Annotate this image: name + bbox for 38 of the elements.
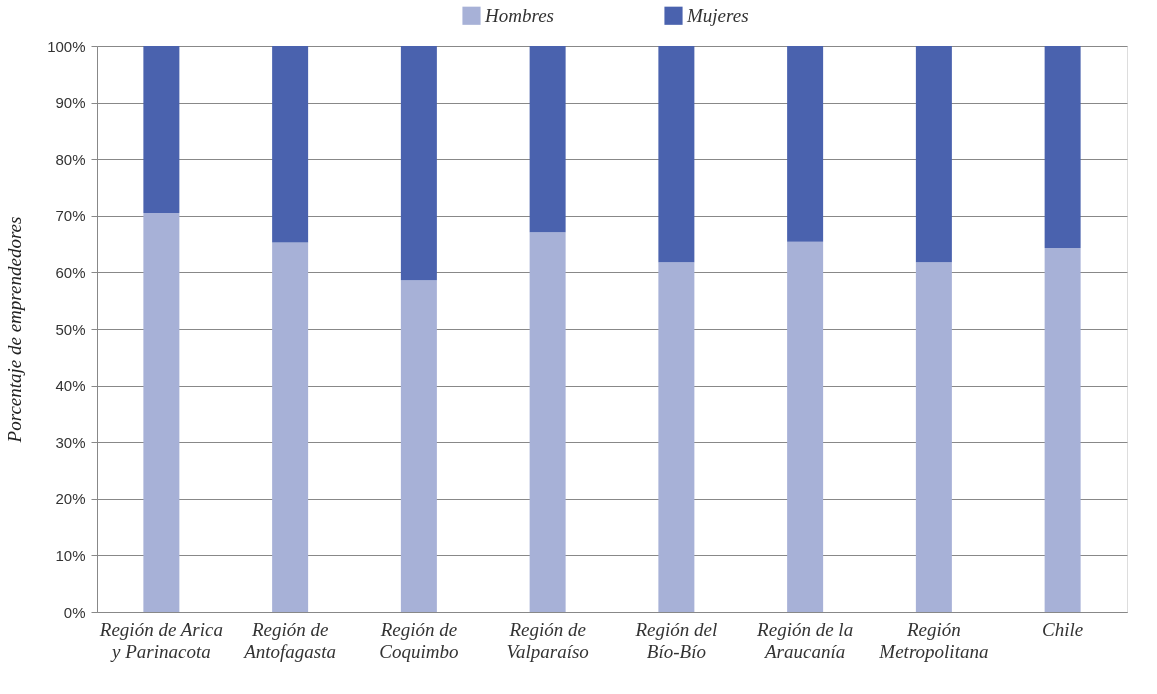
x-tick-label: Región del Bío-Bío [634, 618, 718, 662]
bar [529, 232, 566, 612]
x-tick-label: Chile [1042, 618, 1084, 640]
y-tick-label: 40% [55, 377, 86, 395]
x-tick-label: Región de Coquimbo [379, 618, 459, 662]
x-tick-label: Región Metropolitana [878, 618, 989, 662]
bar [787, 46, 824, 242]
legend-label: Mujeres [686, 4, 749, 26]
bar [658, 262, 695, 612]
bar [658, 46, 695, 263]
y-tick-label: 10% [55, 546, 86, 564]
bar [915, 46, 952, 263]
y-tick-label: 80% [55, 150, 86, 168]
y-tick-label: 90% [55, 94, 86, 112]
bar [1044, 248, 1081, 612]
bar [272, 46, 309, 243]
bar [915, 262, 952, 612]
x-tick-label: Región de Antofagasta [242, 618, 337, 662]
x-tick-label: Región de Valparaíso [506, 618, 589, 662]
bar [143, 46, 180, 213]
bar [143, 212, 180, 612]
bar [272, 242, 309, 612]
bar [1044, 46, 1081, 249]
y-tick-label: 100% [47, 37, 86, 55]
y-tick-label: 20% [55, 490, 86, 508]
y-tick-label: 30% [55, 433, 86, 451]
y-tick-label: 50% [55, 320, 86, 338]
bar [787, 241, 824, 612]
bar [529, 46, 566, 233]
y-tick-label: 60% [55, 263, 86, 281]
bar [400, 46, 437, 281]
bar [400, 280, 437, 612]
y-tick-label: 0% [63, 603, 86, 621]
y-axis-title: Porcentaje de emprendedores [4, 216, 26, 444]
legend-label: Hombres [484, 4, 554, 26]
x-tick-label: Región de Arica y Parinacota [98, 618, 223, 662]
y-tick-label: 70% [55, 207, 86, 225]
x-tick-label: Región de la Araucanía [756, 618, 854, 662]
